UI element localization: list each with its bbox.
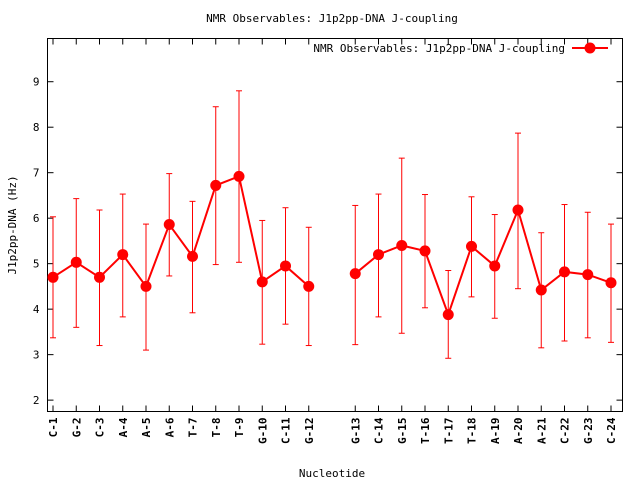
series-line-segment bbox=[52, 174, 310, 289]
x-tick-label: T-9 bbox=[233, 418, 246, 438]
y-tick-label: 5 bbox=[33, 258, 40, 271]
x-tick-label: A-6 bbox=[163, 417, 176, 437]
data-point bbox=[187, 250, 198, 262]
x-tick-label: C-11 bbox=[280, 417, 293, 444]
x-tick-label: T-17 bbox=[442, 418, 455, 445]
x-tick-label: C-14 bbox=[373, 417, 386, 444]
chart-title: NMR Observables: J1p2pp-DNA J-coupling bbox=[206, 12, 458, 25]
x-tick-label: G-12 bbox=[303, 418, 316, 445]
x-tick-label: A-4 bbox=[117, 417, 130, 437]
x-axis: C-1 G-2 C-3 A-4 A-5 A-6 T-7 T-8 T-9 G-10 C-11 G-12 G… bbox=[47, 38, 618, 445]
data-point bbox=[303, 280, 315, 292]
data-point bbox=[489, 260, 501, 272]
series-line bbox=[52, 174, 612, 318]
x-axis-label: Nucleotide bbox=[299, 467, 365, 480]
x-tick-label: C-1 bbox=[47, 417, 60, 437]
y-tick-label: 9 bbox=[33, 76, 40, 89]
data-point bbox=[70, 256, 82, 268]
x-tick-label: C-22 bbox=[559, 418, 572, 445]
x-tick-label: G-15 bbox=[396, 418, 409, 445]
plot-border bbox=[47, 38, 623, 412]
data-point bbox=[466, 240, 477, 252]
legend-label: NMR Observables: J1p2pp-DNA J-coupling bbox=[313, 42, 565, 55]
x-tick-label: T-8 bbox=[210, 418, 223, 438]
data-point bbox=[280, 260, 291, 272]
data-point bbox=[535, 284, 547, 296]
x-tick-label: A-20 bbox=[512, 418, 525, 445]
x-tick-label: G-23 bbox=[582, 418, 595, 445]
x-tick-label: A-19 bbox=[489, 418, 502, 445]
series-line-segment bbox=[354, 206, 612, 318]
x-tick-label: G-13 bbox=[349, 418, 362, 445]
x-tick-label: C-3 bbox=[94, 418, 107, 438]
data-point bbox=[233, 170, 245, 182]
data-point bbox=[256, 276, 268, 288]
data-point bbox=[419, 245, 431, 257]
y-tick-label: 2 bbox=[33, 394, 40, 407]
data-point bbox=[582, 269, 594, 281]
data-point bbox=[47, 271, 59, 283]
data-point bbox=[559, 266, 570, 278]
legend-marker bbox=[584, 42, 596, 54]
x-tick-label: G-2 bbox=[70, 418, 83, 438]
x-tick-label: A-5 bbox=[140, 418, 153, 438]
x-tick-label: G-10 bbox=[256, 418, 269, 445]
x-tick-label: T-18 bbox=[466, 418, 479, 445]
y-tick-label: 8 bbox=[33, 121, 40, 134]
data-point bbox=[349, 268, 361, 280]
x-tick-label: T-7 bbox=[187, 418, 200, 438]
data-point bbox=[94, 271, 105, 283]
y-tick-label: 7 bbox=[33, 167, 40, 180]
data-point bbox=[442, 309, 454, 321]
data-point bbox=[373, 249, 384, 261]
data-point bbox=[396, 239, 408, 251]
legend: NMR Observables: J1p2pp-DNA J-coupling bbox=[313, 42, 608, 55]
data-point bbox=[163, 219, 175, 231]
y-tick-label: 4 bbox=[33, 303, 40, 316]
data-point bbox=[140, 280, 152, 292]
data-point bbox=[210, 179, 222, 191]
y-tick-label: 3 bbox=[33, 349, 40, 362]
x-tick-label: A-21 bbox=[535, 417, 548, 444]
error-bars bbox=[50, 90, 614, 359]
x-tick-label: C-24 bbox=[605, 417, 618, 444]
data-point bbox=[605, 277, 617, 289]
y-tick-label: 6 bbox=[33, 212, 40, 225]
data-point bbox=[117, 249, 129, 261]
x-tick-label: T-16 bbox=[419, 417, 432, 444]
y-axis: 2 3 4 5 6 7 8 9 bbox=[33, 76, 623, 407]
series-points bbox=[47, 170, 617, 321]
data-point bbox=[512, 204, 524, 216]
y-axis-label: J1p2pp-DNA (Hz) bbox=[6, 175, 19, 274]
